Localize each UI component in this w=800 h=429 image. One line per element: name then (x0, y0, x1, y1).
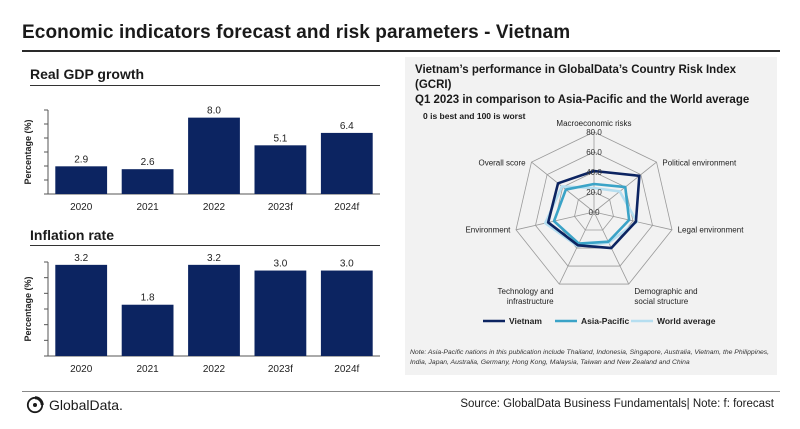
gcri-scale-note: 0 is best and 100 is worst (423, 111, 526, 121)
footer-divider (22, 391, 780, 392)
radar-spoke (593, 211, 673, 231)
gdp-bar-2022 (188, 117, 240, 194)
globaldata-logo-icon (26, 396, 44, 414)
gdp-category-label-2022: 2022 (203, 202, 226, 213)
radar-axis-label-4: infrastructure (507, 297, 554, 306)
radar-axis-label-3: Demographic and (634, 287, 697, 296)
radar-axis-label-0: Macroeconomic risks (556, 119, 631, 128)
inflation-bar-2020 (55, 264, 108, 356)
radar-axis-label-2: Legal environment (678, 226, 745, 235)
inflation-bar-2022 (188, 264, 240, 356)
radar-grid-ring-4 (515, 131, 673, 285)
radar-axis-label-4: Technology and (498, 287, 554, 296)
legend-label-vietnam: Vietnam (509, 316, 542, 326)
title-divider (22, 50, 780, 52)
inflation-category-label-2020: 2020 (70, 364, 93, 375)
radar-grid-ring-3 (535, 151, 653, 267)
gdp-value-label-2021: 2.6 (141, 157, 155, 168)
gdp-value-label-2023f: 5.1 (273, 133, 287, 144)
globaldata-logo: GlobalData. (26, 396, 123, 414)
radar-axis-label-5: Environment (465, 226, 511, 235)
gdp-bar-chart: Percentage (%) 2.9 2020 2.6 2021 8.0 2022 5.1 20… (23, 106, 380, 213)
source-note: Source: GlobalData Business Fundamentals… (460, 398, 774, 410)
inflation-category-label-2023f: 2023f (268, 364, 293, 375)
legend-label-asia-pacific: Asia-Pacific (581, 316, 629, 326)
inflation-bar-2021 (121, 304, 174, 356)
gcri-panel-title: Vietnam’s performance in GlobalData’s Co… (415, 63, 770, 108)
radar-series-asia-pacific (552, 182, 631, 245)
inflation-bar-2024f (320, 270, 373, 356)
radar-axis-label-6: Overall score (478, 158, 526, 167)
radar-series-world-average (543, 185, 639, 248)
radar-tick-label: 60.0 (586, 148, 602, 157)
gdp-bar-2020 (55, 166, 108, 194)
inflation-value-label-2023f: 3.0 (273, 259, 287, 270)
gdp-category-label-2023f: 2023f (268, 202, 293, 213)
globaldata-logo-text: GlobalData. (49, 397, 123, 413)
gdp-panel-divider (30, 85, 380, 86)
radar-tick-label: 40.0 (586, 168, 602, 177)
gdp-bar-2024f (320, 132, 373, 194)
radar-tick-label: 80.0 (586, 128, 602, 137)
inflation-category-label-2022: 2022 (203, 364, 226, 375)
radar-spoke (558, 211, 595, 285)
radar-tick-label: 0.0 (588, 208, 600, 217)
gdp-value-label-2022: 8.0 (207, 106, 221, 117)
inflation-value-label-2022: 3.2 (207, 253, 221, 264)
inflation-value-label-2024f: 3.0 (340, 259, 354, 270)
inflation-y-axis-label: Percentage (%) (23, 276, 33, 341)
radar-tick-label: 20.0 (586, 188, 602, 197)
radar-grid-ring-1 (574, 191, 614, 231)
gdp-category-label-2021: 2021 (136, 202, 159, 213)
radar-series-vietnam (546, 169, 641, 250)
asia-pacific-note: Note: Asia-Pacific nations in this publi… (410, 349, 770, 366)
inflation-bar-2023f (254, 270, 307, 356)
gdp-category-label-2020: 2020 (70, 202, 93, 213)
radar-axis-label-3: social structure (634, 297, 688, 306)
gdp-value-label-2024f: 6.4 (340, 121, 354, 132)
gcri-title-line2: Q1 2023 in comparison to Asia-Pacific an… (415, 94, 750, 106)
inflation-panel-title: Inflation rate (30, 227, 115, 243)
gdp-bar-2023f (254, 145, 307, 194)
gdp-y-axis-label: Percentage (%) (23, 119, 33, 184)
gdp-value-label-2020: 2.9 (74, 154, 88, 165)
inflation-bar-chart: Percentage (%) 3.2 2020 1.8 2021 3.2 2022 3.0 20… (23, 253, 380, 375)
inflation-category-label-2024f: 2024f (334, 364, 359, 375)
gdp-panel-title: Real GDP growth (30, 66, 145, 82)
gcri-panel: Vietnam’s performance in GlobalData’s Co… (405, 57, 777, 375)
inflation-panel-divider (30, 245, 380, 246)
inflation-value-label-2020: 3.2 (74, 253, 88, 264)
gdp-category-label-2024f: 2024f (334, 202, 359, 213)
main-title: Economic indicators forecast and risk pa… (22, 22, 571, 43)
inflation-category-label-2021: 2021 (136, 364, 159, 375)
legend-label-world-average: World average (657, 316, 716, 326)
radar-axis-label-1: Political environment (662, 158, 737, 167)
gcri-title-line1: Vietnam’s performance in GlobalData’s Co… (415, 64, 737, 91)
gdp-bar-2021 (121, 169, 174, 194)
inflation-value-label-2021: 1.8 (141, 293, 155, 304)
